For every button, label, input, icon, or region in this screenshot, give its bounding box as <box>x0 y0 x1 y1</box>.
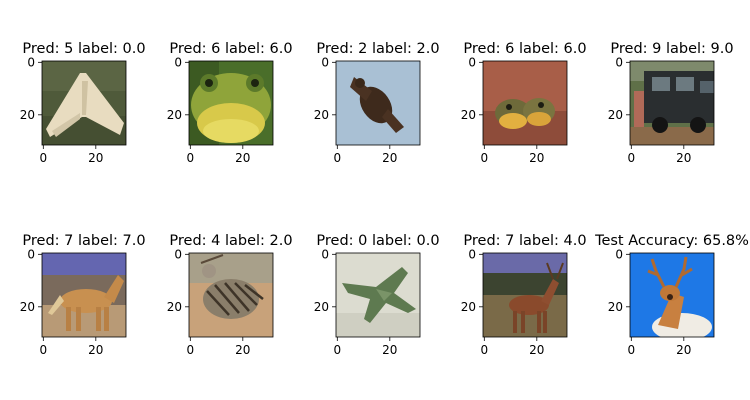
x-tick-label: 0 <box>480 151 488 165</box>
x-tick-label: 0 <box>333 343 341 357</box>
x-tick-label: 0 <box>333 151 341 165</box>
subplot-title: Pred: 7 label: 7.0 <box>22 233 145 249</box>
image <box>630 253 714 337</box>
image <box>336 253 420 337</box>
y-tick-label: 20 <box>20 108 35 122</box>
x-tick-label: 20 <box>676 151 691 165</box>
subplot <box>188 252 274 338</box>
y-tick-label: 0 <box>27 55 35 69</box>
y-tick-label: 0 <box>27 247 35 261</box>
y-tick-label: 0 <box>468 247 476 261</box>
image <box>42 61 126 145</box>
subplot-title: Pred: 0 label: 0.0 <box>316 233 439 249</box>
subplot <box>335 60 421 146</box>
x-tick-label: 20 <box>382 343 397 357</box>
subplot <box>335 252 421 338</box>
x-tick-label: 20 <box>235 343 250 357</box>
x-tick-label: 0 <box>186 151 194 165</box>
subplot <box>41 252 127 338</box>
x-tick-label: 20 <box>676 343 691 357</box>
x-tick-label: 20 <box>235 151 250 165</box>
y-tick-label: 20 <box>20 300 35 314</box>
plot-frame <box>629 60 715 146</box>
y-tick-label: 0 <box>615 55 623 69</box>
plot-frame <box>41 60 127 146</box>
y-tick-label: 0 <box>321 247 329 261</box>
x-tick-label: 20 <box>529 343 544 357</box>
image <box>483 253 567 337</box>
subplot-title: Pred: 6 label: 6.0 <box>169 41 292 57</box>
plot-frame <box>629 252 715 338</box>
y-tick-label: 20 <box>314 108 329 122</box>
y-tick-label: 20 <box>461 300 476 314</box>
subplot <box>629 60 715 146</box>
image <box>189 61 273 145</box>
image <box>336 61 420 145</box>
x-tick-label: 0 <box>627 343 635 357</box>
subplot-title: Pred: 7 label: 4.0 <box>463 233 586 249</box>
x-tick-label: 0 <box>39 343 47 357</box>
subplot-title: Pred: 9 label: 9.0 <box>610 41 733 57</box>
plot-frame <box>188 60 274 146</box>
y-tick-label: 20 <box>608 108 623 122</box>
x-tick-label: 0 <box>627 151 635 165</box>
y-tick-label: 0 <box>174 247 182 261</box>
subplot <box>188 60 274 146</box>
plot-frame <box>335 60 421 146</box>
image <box>483 61 567 145</box>
x-tick-label: 20 <box>88 151 103 165</box>
subplot-title: Pred: 5 label: 0.0 <box>22 41 145 57</box>
plot-frame <box>482 60 568 146</box>
y-tick-label: 20 <box>314 300 329 314</box>
image <box>630 61 714 145</box>
subplot <box>41 60 127 146</box>
y-tick-label: 20 <box>461 108 476 122</box>
image <box>42 253 126 337</box>
plot-frame <box>482 252 568 338</box>
subplot-title: Pred: 6 label: 6.0 <box>463 41 586 57</box>
x-tick-label: 0 <box>39 151 47 165</box>
plot-frame <box>335 252 421 338</box>
y-tick-label: 0 <box>321 55 329 69</box>
y-tick-label: 0 <box>468 55 476 69</box>
x-tick-label: 20 <box>88 343 103 357</box>
subplot <box>629 252 715 338</box>
x-tick-label: 20 <box>529 151 544 165</box>
y-tick-label: 0 <box>174 55 182 69</box>
subplot <box>482 252 568 338</box>
y-tick-label: 20 <box>167 300 182 314</box>
x-tick-label: 20 <box>382 151 397 165</box>
subplot-title: Test Accuracy: 65.8% <box>594 233 749 249</box>
plot-frame <box>41 252 127 338</box>
image <box>189 253 273 337</box>
y-tick-label: 20 <box>608 300 623 314</box>
y-tick-label: 0 <box>615 247 623 261</box>
subplot <box>482 60 568 146</box>
plot-frame <box>188 252 274 338</box>
y-tick-label: 20 <box>167 108 182 122</box>
x-tick-label: 0 <box>480 343 488 357</box>
x-tick-label: 0 <box>186 343 194 357</box>
subplot-title: Pred: 2 label: 2.0 <box>316 41 439 57</box>
subplot-title: Pred: 4 label: 2.0 <box>169 233 292 249</box>
